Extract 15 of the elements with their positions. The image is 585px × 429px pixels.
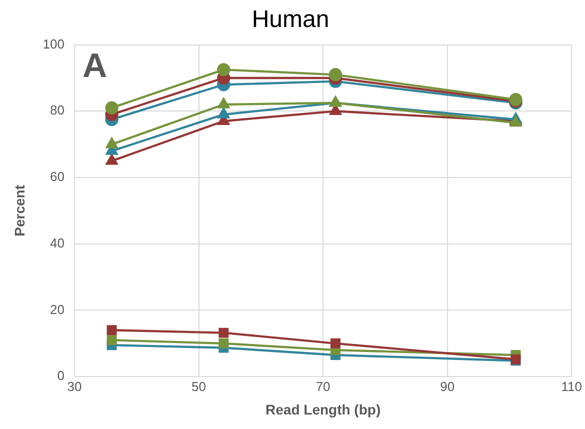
y-axis-title: Percent: [11, 184, 28, 236]
x-tick-label: 30: [67, 378, 82, 394]
x-tick-label: 90: [440, 378, 455, 394]
x-tick-label: 70: [316, 378, 330, 394]
x-tick-label: 110: [561, 378, 582, 394]
chart-title: Human: [252, 6, 330, 34]
y-tick-label: 60: [50, 169, 64, 184]
y-tick-label: 100: [42, 36, 64, 52]
x-tick-label: 50: [192, 378, 206, 394]
x-axis-title: Read Length (bp): [266, 401, 381, 418]
y-tick-label: 40: [50, 235, 64, 250]
y-tick-label: 20: [50, 302, 64, 317]
y-tick-label: 0: [57, 368, 64, 384]
y-tick-label: 80: [50, 102, 64, 118]
annotation: A: [82, 47, 108, 86]
